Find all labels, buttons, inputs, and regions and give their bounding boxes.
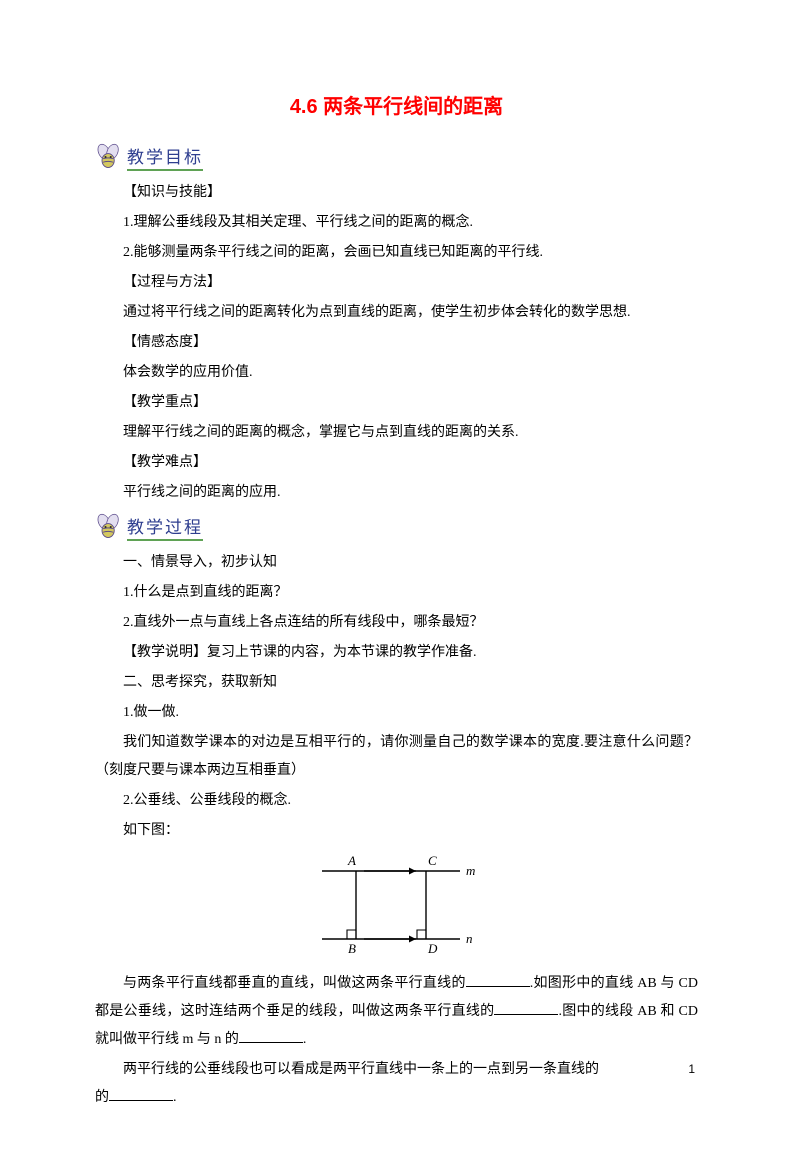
- para-fill-1: 与两条平行直线都垂直的直线，叫做这两条平行直线的.如图形中的直线 AB 与 CD…: [95, 970, 698, 1054]
- svg-text:A: A: [347, 853, 356, 868]
- blank-3: [239, 1028, 303, 1043]
- para: 1.理解公垂线段及其相关定理、平行线之间的距离的概念.: [95, 209, 698, 237]
- section-header-goals-label: 教学目标: [127, 143, 203, 171]
- para: 如下图：: [95, 817, 698, 845]
- blank-2: [494, 1000, 558, 1015]
- text: 我们知道数学课本的对边是互相平行的，请你测量自己的数学课本的宽度.要注意什么问题…: [95, 735, 698, 778]
- para: 2.公垂线、公垂线段的概念.: [95, 787, 698, 815]
- para: 1.做一做.: [95, 699, 698, 727]
- svg-text:B: B: [348, 941, 356, 955]
- para: 【教学说明】复习上节课的内容，为本节课的教学作准备.: [95, 639, 698, 667]
- para: 2.直线外一点与直线上各点连结的所有线段中，哪条最短？: [95, 609, 698, 637]
- para: 理解平行线之间的距离的概念，掌握它与点到直线的距离的关系.: [95, 419, 698, 447]
- blank-4: [109, 1086, 173, 1101]
- page-title: 4.6 两条平行线间的距离: [95, 90, 698, 119]
- svg-text:C: C: [428, 853, 437, 868]
- text: 与两条平行直线都垂直的直线，叫做这两条平行直线的: [123, 976, 466, 991]
- para: 【教学难点】: [95, 449, 698, 477]
- bee-icon: [95, 143, 123, 171]
- para: 一、情景导入，初步认知: [95, 549, 698, 577]
- para: 1.什么是点到直线的距离？: [95, 579, 698, 607]
- para: 【知识与技能】: [95, 179, 698, 207]
- page-number: 1: [688, 1062, 695, 1076]
- svg-text:n: n: [466, 931, 473, 946]
- text: 两平行线的公垂线段也可以看成是两平行直线中一条上的一点到另一条直线的: [123, 1062, 599, 1077]
- para: 平行线之间的距离的应用.: [95, 479, 698, 507]
- section-header-goals: 教学目标: [95, 143, 698, 171]
- section-header-process: 教学过程: [95, 513, 698, 541]
- para: 【教学重点】: [95, 389, 698, 417]
- para: 通过将平行线之间的距离转化为点到直线的距离，使学生初步体会转化的数学思想.: [95, 299, 698, 327]
- para: 二、思考探究，获取新知: [95, 669, 698, 697]
- para-fill-2: 两平行线的公垂线段也可以看成是两平行直线中一条上的一点到另一条直线的的.: [95, 1056, 698, 1112]
- text: .: [303, 1032, 307, 1047]
- text: .: [173, 1090, 177, 1105]
- blank-1: [466, 972, 530, 987]
- para: 体会数学的应用价值.: [95, 359, 698, 387]
- para: 2.能够测量两条平行线之间的距离，会画已知直线已知距离的平行线.: [95, 239, 698, 267]
- svg-text:D: D: [427, 941, 438, 955]
- bee-icon: [95, 513, 123, 541]
- diagram-parallel-lines: A C B Dm n: [95, 853, 698, 960]
- text: 的: [95, 1084, 109, 1112]
- para: 【过程与方法】: [95, 269, 698, 297]
- para: 我们知道数学课本的对边是互相平行的，请你测量自己的数学课本的宽度.要注意什么问题…: [95, 729, 698, 785]
- para: 【情感态度】: [95, 329, 698, 357]
- section-header-process-label: 教学过程: [127, 513, 203, 541]
- svg-text:m: m: [466, 863, 475, 878]
